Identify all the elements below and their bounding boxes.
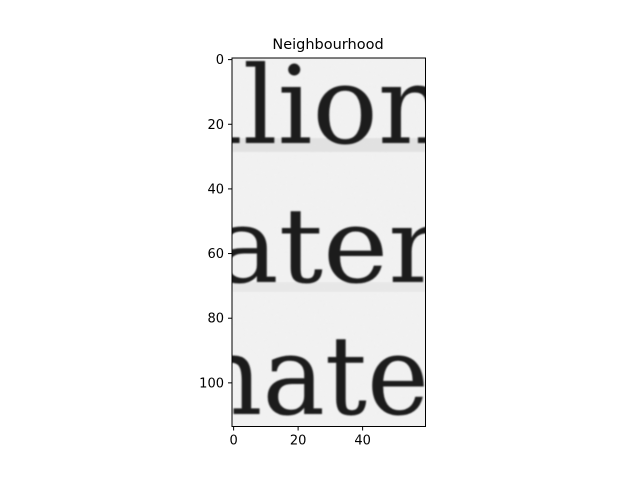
x-axis: 0 20 40 — [229, 427, 370, 449]
text-line-3: nate — [195, 312, 429, 440]
y-tick-label: 0 — [216, 53, 224, 68]
x-tick-label: 40 — [354, 434, 371, 449]
y-axis: 0 20 40 60 80 100 — [199, 53, 232, 391]
y-tick-label: 40 — [207, 182, 224, 197]
y-tick-label: 20 — [207, 118, 224, 133]
y-tick-label: 80 — [207, 312, 224, 327]
y-tick-label: 60 — [207, 247, 224, 262]
text-line-1: llion — [208, 44, 448, 169]
text-line-2: ater — [213, 185, 441, 307]
x-tick-label: 20 — [290, 434, 307, 449]
x-tick-label: 0 — [229, 434, 237, 449]
y-tick-label: 100 — [199, 376, 224, 391]
chart-title: Neighbourhood — [272, 37, 383, 53]
image-area: llion ater nate — [195, 44, 448, 440]
